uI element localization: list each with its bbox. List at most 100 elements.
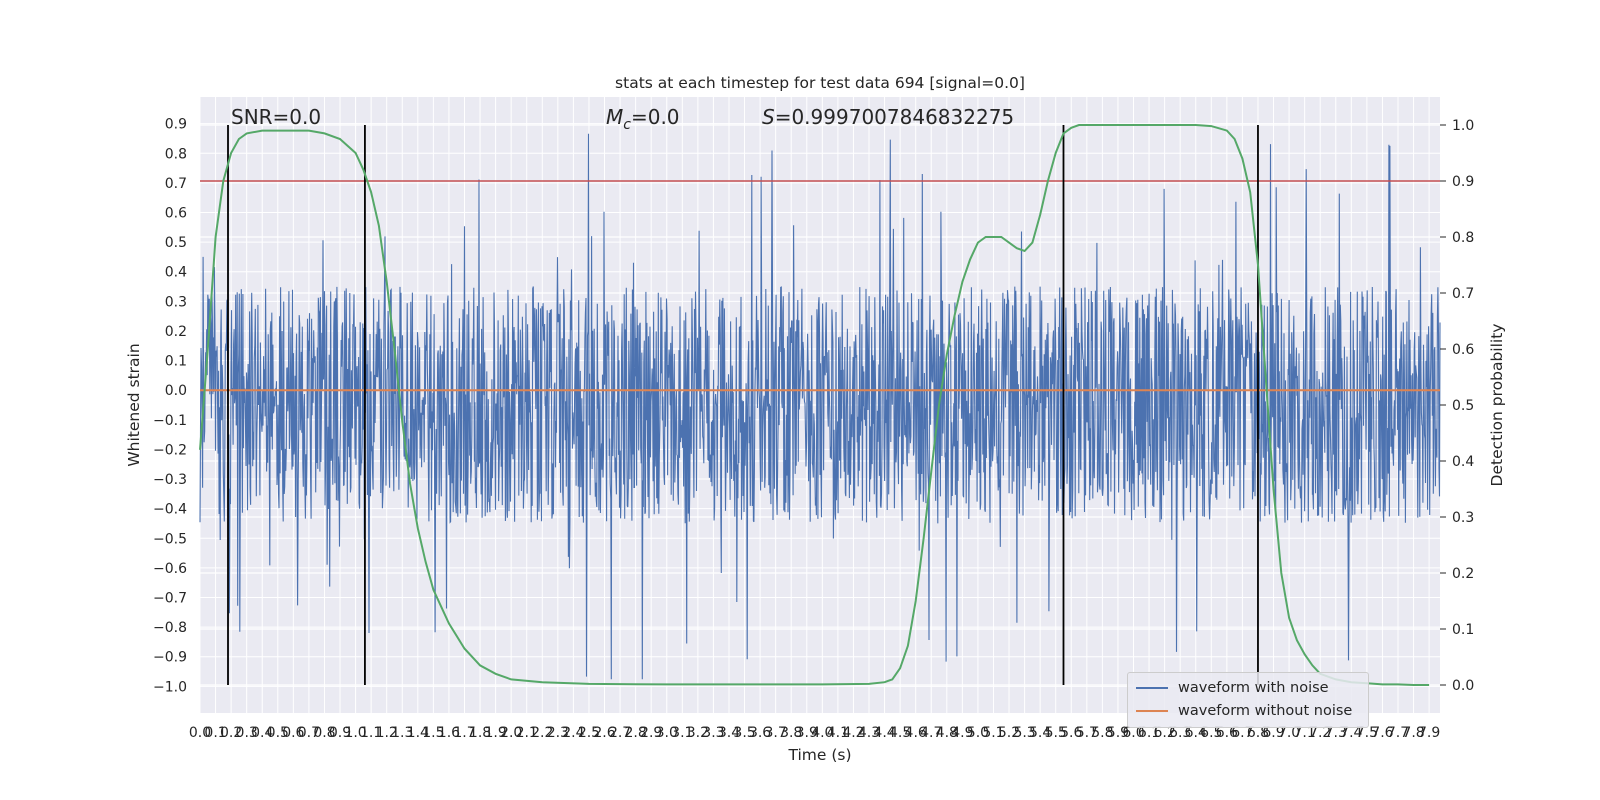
x-tick-label: 3.0 (656, 725, 678, 741)
y-tick-label-right: 0.1 (1452, 622, 1474, 638)
x-tick-label: 5.3 (1013, 725, 1035, 741)
s-annotation: S=0.9997007846832275 (762, 105, 1014, 129)
x-tick-label: 6.7 (1231, 725, 1253, 741)
x-tick-label: 7.9 (1418, 725, 1440, 741)
x-tick-label: 6.4 (1185, 725, 1207, 741)
y-tick-label-left: 0.0 (165, 383, 187, 399)
y-tick-label-right: 0.6 (1452, 342, 1474, 358)
x-tick-label: 0.4 (251, 725, 273, 741)
x-tick-label: 2.0 (500, 725, 522, 741)
mc-symbol: M (606, 105, 623, 129)
x-tick-label: 4.6 (905, 725, 927, 741)
x-tick-label: 6.9 (1262, 725, 1284, 741)
y-tick-label-left: −0.4 (153, 502, 187, 518)
x-tick-label: 7.2 (1309, 725, 1331, 741)
x-tick-label: 3.6 (749, 725, 771, 741)
mc-value: =0.0 (631, 105, 680, 129)
y-tick-label-left: −0.7 (153, 591, 187, 607)
x-tick-label: 7.3 (1325, 725, 1347, 741)
x-tick-label: 0.8 (313, 725, 335, 741)
x-tick-label: 2.3 (547, 725, 569, 741)
y-tick-label-left: −0.8 (153, 620, 187, 636)
x-tick-label: 5.1 (982, 725, 1004, 741)
y-tick-label-left: −0.2 (153, 442, 187, 458)
y-tick-label-left: 0.1 (165, 354, 187, 370)
x-tick-label: 2.7 (609, 725, 631, 741)
y-tick-label-right: 0.7 (1452, 286, 1474, 302)
x-tick-label: 0.0 (189, 725, 211, 741)
x-tick-label: 7.1 (1294, 725, 1316, 741)
x-tick-label: 4.5 (889, 725, 911, 741)
x-tick-label: 2.5 (578, 725, 600, 741)
x-tick-label: 2.4 (562, 725, 584, 741)
x-tick-label: 2.8 (625, 725, 647, 741)
x-tick-label: 7.0 (1278, 725, 1300, 741)
x-tick-label: 3.1 (671, 725, 693, 741)
x-tick-label: 6.5 (1200, 725, 1222, 741)
y-tick-label-right: 0.3 (1452, 510, 1474, 526)
noise-waveform-line (199, 133, 1441, 680)
x-tick-label: 1.3 (391, 725, 413, 741)
x-tick-label: 5.4 (1029, 725, 1051, 741)
x-tick-label: 3.5 (733, 725, 755, 741)
y-tick-labels-left: −1.0 −0.9 −0.8 −0.7 −0.6 −0.5 −0.4 −0.3 −0.2 −0.1… (153, 117, 187, 696)
x-tick-label: 0.3 (236, 725, 258, 741)
x-tick-label: 0.9 (329, 725, 351, 741)
chart-title: stats at each timestep for test data 694… (615, 74, 1025, 92)
x-tick-label: 6.0 (1122, 725, 1144, 741)
x-tick-label: 3.7 (765, 725, 787, 741)
x-tick-label: 0.1 (204, 725, 226, 741)
y-tick-label-right: 0.0 (1452, 678, 1474, 694)
x-tick-label: 1.5 (422, 725, 444, 741)
y-axis-label-right: Detection probability (1488, 324, 1506, 487)
y-tick-labels-right: 0.0 0.1 0.2 0.3 0.4 0.5 0.6 0.7 0.8 0.9 1.0 (1440, 118, 1474, 694)
x-tick-label: 7.5 (1356, 725, 1378, 741)
x-tick-label: 6.3 (1169, 725, 1191, 741)
y-tick-label-right: 0.9 (1452, 174, 1474, 190)
x-tick-label: 3.3 (702, 725, 724, 741)
y-tick-label-left: 0.6 (165, 206, 187, 222)
x-tick-label: 2.6 (593, 725, 615, 741)
y-tick-label-left: −0.9 (153, 650, 187, 666)
legend-swatch-noise (1136, 687, 1168, 689)
x-tick-label: 5.9 (1107, 725, 1129, 741)
x-tick-label: 5.2 (998, 725, 1020, 741)
y-tick-label-right: 0.2 (1452, 566, 1474, 582)
chirp-mass-annotation: Mc=0.0 (606, 105, 680, 133)
x-tick-label: 1.8 (469, 725, 491, 741)
legend-swatch-clean (1136, 710, 1168, 712)
y-tick-label-right: 0.4 (1452, 454, 1474, 470)
x-tick-label: 1.4 (407, 725, 429, 741)
y-tick-label-left: 0.4 (165, 265, 187, 281)
x-tick-label: 3.8 (780, 725, 802, 741)
x-tick-label: 4.2 (842, 725, 864, 741)
x-tick-label: 5.6 (1060, 725, 1082, 741)
x-tick-label: 7.7 (1387, 725, 1409, 741)
y-tick-label-right: 1.0 (1452, 118, 1474, 134)
x-tick-label: 5.8 (1091, 725, 1113, 741)
y-axis-label-left: Whitened strain (125, 343, 143, 466)
x-tick-label: 4.3 (858, 725, 880, 741)
x-tick-label: 1.9 (484, 725, 506, 741)
x-tick-label: 4.4 (873, 725, 895, 741)
x-tick-label: 7.4 (1340, 725, 1362, 741)
x-tick-label: 6.2 (1153, 725, 1175, 741)
legend-label-clean: waveform without noise (1178, 703, 1353, 719)
legend: waveform with noise waveform without noi… (1127, 672, 1369, 728)
y-tick-label-left: −0.3 (153, 472, 187, 488)
x-tick-label: 1.2 (376, 725, 398, 741)
x-tick-labels: 0.00.10.20.30.40.50.60.70.80.91.01.11.21… (189, 725, 1440, 741)
y-tick-label-left: −1.0 (153, 679, 187, 695)
x-tick-label: 3.2 (687, 725, 709, 741)
detection-probability-line (199, 124, 1430, 686)
x-tick-label: 2.1 (516, 725, 538, 741)
x-tick-label: 0.2 (220, 725, 242, 741)
x-tick-label: 1.0 (344, 725, 366, 741)
x-tick-label: 5.0 (967, 725, 989, 741)
y-tick-label-left: −0.5 (153, 531, 187, 547)
x-tick-label: 6.8 (1247, 725, 1269, 741)
x-tick-label: 4.7 (920, 725, 942, 741)
vertical-lines-group (227, 125, 1259, 685)
y-tick-label-right: 0.8 (1452, 230, 1474, 246)
